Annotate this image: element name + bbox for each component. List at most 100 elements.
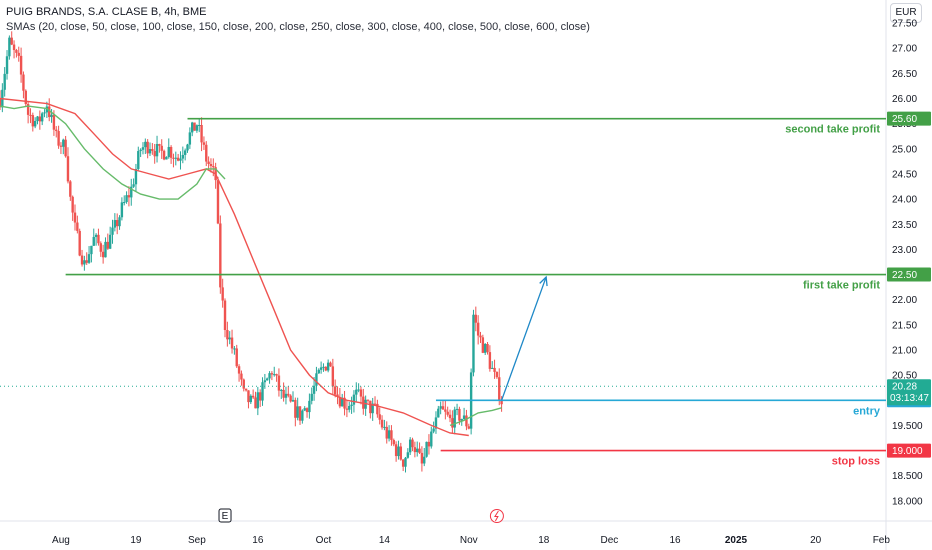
candle-body: [90, 245, 93, 255]
candle-body: [3, 73, 6, 90]
candle-body: [31, 115, 35, 127]
candle-body: [411, 439, 414, 448]
candle-body: [233, 348, 236, 350]
candle-body: [270, 373, 274, 375]
x-tick-label: 16: [252, 535, 264, 546]
candle-body: [64, 139, 67, 157]
candle-body: [38, 116, 42, 122]
candle-body: [132, 184, 135, 187]
indicator-legend[interactable]: SMAs (20, close, 50, close, 100, close, …: [6, 21, 590, 33]
candle-body: [141, 147, 145, 150]
candle-body: [434, 417, 438, 429]
candle-body: [404, 457, 407, 467]
candle-body: [230, 337, 234, 349]
candle-body: [310, 393, 313, 401]
candle-body: [167, 146, 170, 157]
y-tick-label: 27.50: [892, 19, 917, 30]
bar-countdown: 03:13:47: [890, 393, 929, 404]
candle-body: [146, 141, 149, 154]
candle-body: [85, 260, 88, 263]
candle-body: [455, 408, 459, 410]
candle-body: [408, 439, 412, 453]
candle-body: [172, 157, 175, 159]
candle-body: [282, 389, 285, 398]
candle-body: [153, 150, 156, 157]
candle-body: [486, 344, 489, 353]
candle-body: [289, 395, 292, 402]
candle-body: [19, 55, 23, 75]
candle-body: [416, 448, 419, 453]
candle-body: [462, 415, 466, 420]
candle-body: [207, 161, 210, 165]
candle-body: [87, 254, 91, 263]
candle-body: [17, 52, 20, 56]
y-tick-label: 23.00: [892, 245, 917, 256]
candle-body: [451, 418, 454, 428]
candle-body: [488, 352, 492, 369]
candle-body: [401, 459, 405, 467]
y-tick-label: 21.00: [892, 346, 917, 357]
candle-body: [266, 378, 269, 381]
candle-body: [165, 156, 168, 160]
candle-body: [268, 373, 271, 379]
x-tick-label: 19: [130, 535, 142, 546]
candle-body: [219, 223, 222, 288]
candle-body: [251, 395, 255, 398]
candle-body: [479, 335, 482, 338]
candle-body: [376, 403, 379, 415]
candle-body: [191, 122, 194, 133]
candle-body: [441, 406, 445, 410]
y-tick-label: 19.500: [892, 421, 923, 432]
y-tick-label: 24.50: [892, 169, 917, 180]
candle-body: [237, 366, 241, 374]
candle-body: [212, 166, 215, 168]
candle-body: [43, 112, 46, 114]
candle-body: [29, 114, 32, 116]
candle-body: [256, 392, 260, 409]
candle-body: [193, 122, 196, 131]
candle-body: [439, 406, 442, 409]
candle-body: [352, 394, 356, 405]
candle-body: [22, 74, 25, 91]
candle-body: [280, 389, 283, 391]
candle-body: [336, 394, 339, 397]
candle-body: [151, 149, 154, 151]
chart-title: PUIG BRANDS, S.A. CLASE B, 4h, BME: [6, 6, 207, 18]
candle-body: [101, 251, 105, 258]
candle-body: [10, 37, 13, 45]
candle-body: [291, 399, 295, 402]
currency-button[interactable]: EUR: [890, 3, 922, 23]
candle-body: [275, 374, 278, 376]
candle-body: [94, 234, 98, 237]
candle-body: [387, 430, 391, 439]
level-label: entry: [853, 405, 881, 417]
candle-body: [80, 255, 84, 265]
level-price-tag-text: 22.50: [892, 270, 917, 281]
candle-body: [413, 447, 417, 453]
candle-body: [15, 50, 18, 53]
candle-body: [371, 403, 374, 414]
current-price-tag: [887, 379, 931, 406]
candle-body: [357, 389, 360, 391]
candle-body: [24, 90, 27, 104]
candle-body: [333, 386, 337, 395]
candle-body: [277, 375, 281, 391]
x-tick-label: Sep: [188, 535, 206, 546]
candle-body: [338, 396, 342, 407]
candle-body: [303, 408, 306, 411]
candle-body: [458, 408, 461, 421]
sma-line-3: [449, 407, 502, 427]
candle-body: [284, 393, 288, 398]
candle-body: [223, 300, 227, 331]
candle-body: [427, 441, 431, 447]
candle-body: [341, 397, 344, 407]
x-tick-label: Feb: [873, 535, 891, 546]
candle-body: [97, 234, 100, 244]
current-price-value: 20.28: [892, 382, 917, 393]
candle-body: [148, 149, 152, 154]
candle-body: [48, 106, 51, 118]
candle-body: [294, 399, 297, 418]
candle-body: [301, 410, 304, 421]
